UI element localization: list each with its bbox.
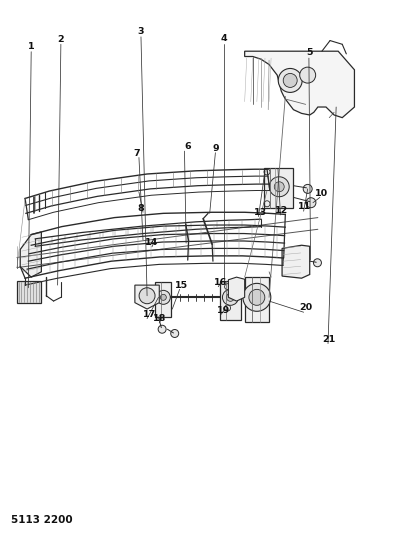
Circle shape [160, 294, 166, 300]
Text: 6: 6 [184, 142, 191, 151]
Circle shape [249, 289, 265, 305]
Text: 5113 2200: 5113 2200 [11, 515, 73, 526]
Circle shape [306, 198, 316, 208]
Circle shape [274, 182, 284, 192]
Text: 19: 19 [217, 305, 230, 314]
Circle shape [303, 184, 312, 193]
Text: 16: 16 [214, 278, 227, 287]
Text: 15: 15 [175, 280, 188, 289]
Text: 2: 2 [58, 35, 64, 44]
Polygon shape [245, 51, 355, 118]
Circle shape [156, 290, 170, 304]
Polygon shape [20, 232, 41, 277]
Polygon shape [228, 277, 245, 301]
Text: 12: 12 [275, 206, 288, 215]
Text: 1: 1 [28, 43, 35, 52]
Text: 20: 20 [299, 303, 312, 312]
Circle shape [222, 289, 238, 305]
Circle shape [226, 293, 235, 301]
Circle shape [171, 329, 179, 337]
Circle shape [158, 325, 166, 333]
Polygon shape [17, 281, 40, 303]
Circle shape [283, 74, 297, 87]
Text: 18: 18 [153, 314, 166, 323]
Circle shape [313, 259, 322, 267]
Polygon shape [245, 277, 269, 322]
Text: 17: 17 [142, 310, 156, 319]
Polygon shape [135, 285, 159, 309]
Circle shape [269, 177, 289, 197]
Polygon shape [264, 168, 293, 208]
Circle shape [243, 284, 271, 311]
Polygon shape [220, 281, 241, 320]
Text: 21: 21 [323, 335, 336, 344]
Text: 13: 13 [253, 208, 267, 217]
Text: 10: 10 [315, 189, 328, 198]
Circle shape [139, 288, 155, 304]
Text: 9: 9 [213, 144, 220, 153]
Text: 3: 3 [138, 27, 144, 36]
Text: 4: 4 [220, 35, 227, 44]
Text: 8: 8 [137, 204, 144, 213]
Text: 14: 14 [144, 238, 158, 247]
Text: 5: 5 [306, 49, 313, 57]
Text: 7: 7 [133, 149, 140, 158]
Circle shape [300, 67, 316, 83]
Polygon shape [282, 245, 310, 278]
Circle shape [278, 68, 302, 92]
Polygon shape [155, 282, 171, 317]
Text: 11: 11 [298, 203, 311, 212]
